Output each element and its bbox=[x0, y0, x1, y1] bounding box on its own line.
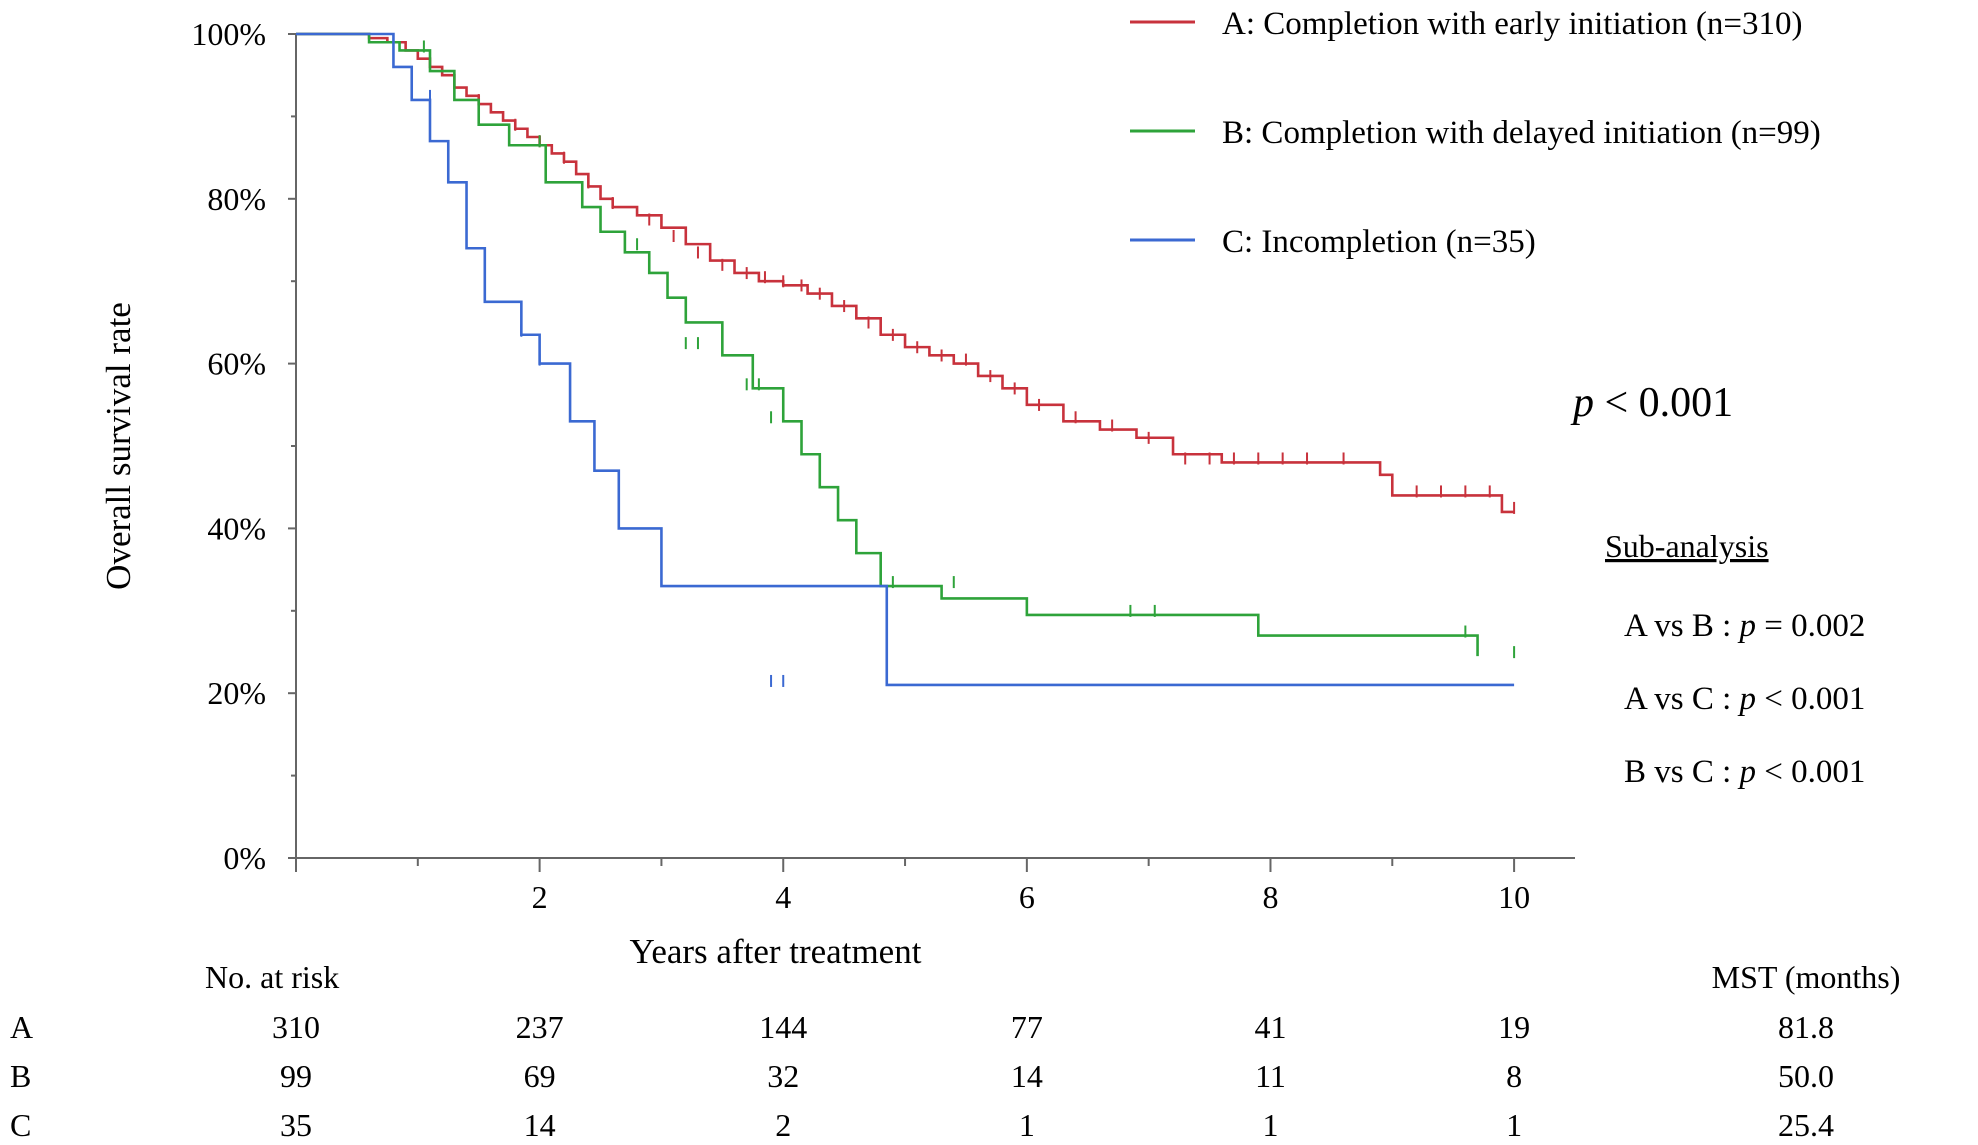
mst-value: 81.8 bbox=[1778, 1009, 1834, 1045]
y-tick-label: 40% bbox=[207, 510, 266, 546]
risk-count: 99 bbox=[280, 1058, 312, 1094]
y-tick-label: 60% bbox=[207, 346, 266, 382]
risk-count: 19 bbox=[1498, 1009, 1530, 1045]
risk-count: 310 bbox=[272, 1009, 320, 1045]
y-tick-label: 20% bbox=[207, 675, 266, 711]
mst-value: 25.4 bbox=[1778, 1107, 1834, 1143]
sub-analysis-row: A vs C : p < 0.001 bbox=[1624, 681, 1865, 717]
risk-count: 1 bbox=[1262, 1107, 1278, 1143]
x-tick-label: 8 bbox=[1262, 879, 1278, 915]
y-axis-title: Overall survival rate bbox=[99, 302, 138, 590]
risk-count: 11 bbox=[1255, 1058, 1286, 1094]
km-curve-a bbox=[296, 32, 1515, 514]
mst-header: MST (months) bbox=[1712, 959, 1901, 995]
x-axis-title: Years after treatment bbox=[630, 932, 922, 971]
overall-p-value: p < 0.001 bbox=[1570, 380, 1733, 426]
y-tick-label: 100% bbox=[191, 16, 266, 52]
mst-value: 50.0 bbox=[1778, 1058, 1834, 1094]
axes: 0% 20% 40% 60% 80% 100% 2 4 6 8 10 Overall surviv… bbox=[99, 16, 1575, 971]
risk-group-label: A bbox=[10, 1009, 33, 1045]
risk-count: 144 bbox=[759, 1009, 807, 1045]
risk-group-label: B bbox=[10, 1058, 31, 1094]
x-tick-label: 4 bbox=[775, 879, 791, 915]
risk-count: 32 bbox=[767, 1058, 799, 1094]
y-ticks: 0% 20% 40% 60% 80% 100% bbox=[191, 16, 296, 876]
x-tick-label: 2 bbox=[532, 879, 548, 915]
risk-count: 1 bbox=[1506, 1107, 1522, 1143]
legend-label: A: Completion with early initiation (n=3… bbox=[1222, 6, 1802, 42]
legend-label: B: Completion with delayed initiation (n… bbox=[1222, 115, 1821, 151]
risk-count: 41 bbox=[1254, 1009, 1286, 1045]
survival-curves bbox=[296, 32, 1516, 687]
risk-group-label: C bbox=[10, 1107, 31, 1143]
risk-count: 237 bbox=[516, 1009, 564, 1045]
risk-count: 69 bbox=[524, 1058, 556, 1094]
sub-analysis-row: A vs B : p = 0.002 bbox=[1624, 608, 1865, 644]
risk-count: 77 bbox=[1011, 1009, 1043, 1045]
p-value-annotations: p < 0.001 Sub-analysis A vs B : p = 0.002 A… bbox=[1570, 380, 1865, 790]
risk-count: 14 bbox=[524, 1107, 556, 1143]
x-tick-label: 6 bbox=[1019, 879, 1035, 915]
risk-count: 1 bbox=[1019, 1107, 1035, 1143]
risk-count: 8 bbox=[1506, 1058, 1522, 1094]
legend-label: C: Incompletion (n=35) bbox=[1222, 224, 1536, 260]
legend: A: Completion with early initiation (n=3… bbox=[1130, 6, 1821, 260]
risk-table-title: No. at risk bbox=[205, 959, 339, 995]
risk-count: 35 bbox=[280, 1107, 312, 1143]
x-ticks: 2 4 6 8 10 bbox=[295, 858, 1530, 915]
sub-analysis-title: Sub-analysis bbox=[1605, 528, 1769, 564]
sub-analysis-row: B vs C : p < 0.001 bbox=[1624, 754, 1865, 790]
risk-count: 2 bbox=[775, 1107, 791, 1143]
risk-count: 14 bbox=[1011, 1058, 1043, 1094]
km-curve-c bbox=[296, 32, 1515, 687]
y-tick-label: 80% bbox=[207, 181, 266, 217]
y-tick-label: 0% bbox=[223, 840, 266, 876]
risk-table: No. at risk MST (months) A 310 237 144 77 41 19 8… bbox=[10, 959, 1900, 1143]
km-curve-b bbox=[296, 32, 1479, 657]
x-tick-label: 10 bbox=[1498, 879, 1530, 915]
